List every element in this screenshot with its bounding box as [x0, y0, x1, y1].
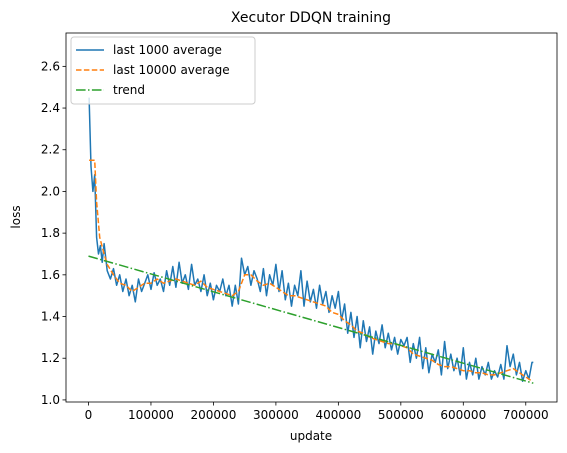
legend-label: trend: [113, 83, 145, 97]
y-tick-label: 2.0: [41, 184, 60, 198]
series-line-0: [88, 97, 534, 382]
x-tick-label: 200000: [191, 408, 237, 422]
chart-title: Xecutor DDQN training: [231, 10, 391, 26]
series-line-2: [88, 255, 534, 384]
y-tick-label: 2.2: [41, 143, 60, 157]
plot-frame: [65, 32, 558, 403]
x-tick-label: 100000: [128, 408, 174, 422]
y-tick-label: 1.4: [41, 310, 60, 324]
x-tick-label: 600000: [440, 408, 486, 422]
y-axis: 1.0 1.2 1.4 1.6 1.8 2.0 2.2 2.4 2.6: [41, 59, 66, 407]
y-tick-label: 1.2: [41, 351, 60, 365]
x-tick-label: 0: [85, 408, 93, 422]
x-axis: 0 100000 200000 300000 400000 500000 600000 700…: [85, 402, 549, 422]
y-tick-label: 2.6: [41, 59, 60, 73]
y-tick-label: 1.6: [41, 268, 60, 282]
legend-box: [70, 36, 256, 105]
legend-label: last 1000 average: [113, 43, 222, 57]
y-tick-label: 2.4: [41, 101, 60, 115]
legend: last 1000 average last 10000 average trend: [70, 36, 256, 105]
y-tick-label: 1.8: [41, 226, 60, 240]
legend-label: last 10000 average: [113, 63, 230, 77]
x-tick-label: 500000: [378, 408, 424, 422]
x-tick-label: 400000: [315, 408, 361, 422]
x-axis-label: update: [290, 429, 332, 443]
y-axis-label: loss: [9, 205, 23, 228]
x-tick-label: 300000: [253, 408, 299, 422]
y-tick-label: 1.0: [41, 393, 60, 407]
plot-layer: [88, 97, 534, 384]
series-line-1: [89, 159, 533, 382]
x-tick-label: 700000: [503, 408, 549, 422]
